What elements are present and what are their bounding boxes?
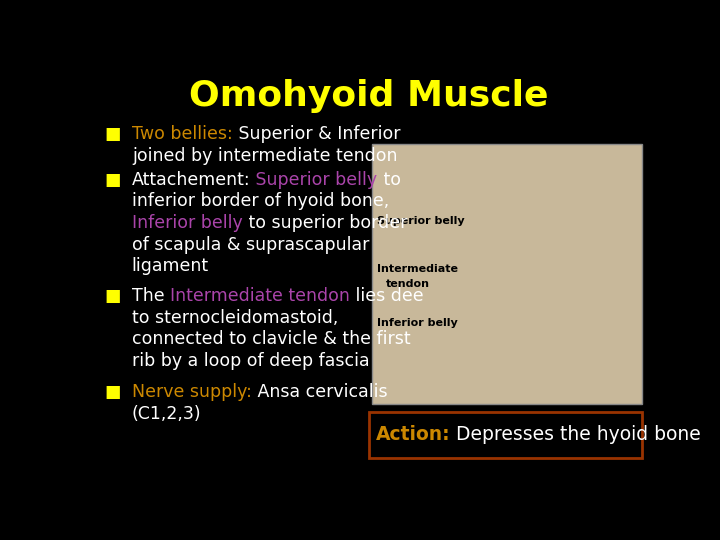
Text: ■: ■ [104,383,120,401]
Text: ■: ■ [104,287,120,305]
Text: of scapula & suprascapular: of scapula & suprascapular [132,235,369,254]
Text: The: The [132,287,170,305]
Text: rib by a loop of deep fascia: rib by a loop of deep fascia [132,352,369,370]
Text: Ansa cervicalis: Ansa cervicalis [252,383,387,401]
Text: Intermediate tendon: Intermediate tendon [170,287,350,305]
Text: Superior & Inferior: Superior & Inferior [233,125,400,143]
Text: tendon: tendon [386,279,430,289]
Text: Two bellies:: Two bellies: [132,125,233,143]
Text: Nerve supply:: Nerve supply: [132,383,252,401]
Text: (C1,2,3): (C1,2,3) [132,404,202,422]
Text: ■: ■ [104,171,120,189]
Text: to sternocleidomastoid,: to sternocleidomastoid, [132,309,338,327]
Text: Superior belly: Superior belly [251,171,377,189]
Text: Inferior belly: Inferior belly [377,318,458,328]
Text: to: to [377,171,400,189]
Text: inferior border of hyoid bone,: inferior border of hyoid bone, [132,192,389,211]
Text: ■: ■ [104,125,120,143]
Text: to superior border: to superior border [243,214,407,232]
Text: lies dee: lies dee [350,287,423,305]
Text: Intermediate: Intermediate [377,264,459,274]
Text: connected to clavicle & the first: connected to clavicle & the first [132,330,410,348]
Text: ligament: ligament [132,258,209,275]
Text: joined by intermediate tendon: joined by intermediate tendon [132,147,397,165]
Text: Action:: Action: [376,426,450,444]
FancyBboxPatch shape [372,144,642,404]
Text: Attachement:: Attachement: [132,171,251,189]
Text: Superior belly: Superior belly [377,215,465,226]
Text: Depresses the hyoid bone: Depresses the hyoid bone [450,426,701,444]
Text: Inferior belly: Inferior belly [132,214,243,232]
FancyBboxPatch shape [369,412,642,458]
Text: Omohyoid Muscle: Omohyoid Muscle [189,79,549,113]
